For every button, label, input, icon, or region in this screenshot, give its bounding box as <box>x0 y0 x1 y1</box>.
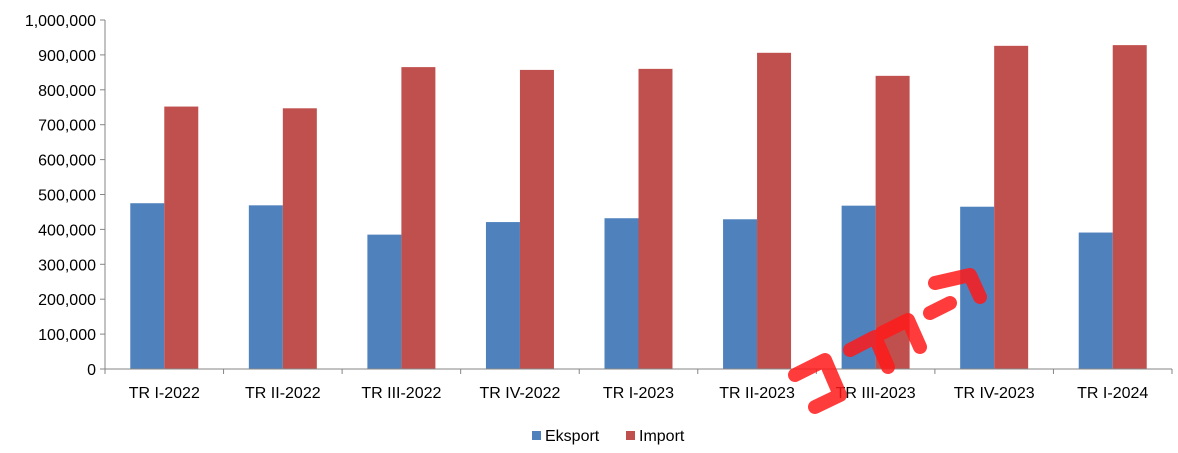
bar-eksport-7 <box>841 205 876 369</box>
y-tick-label: 0 <box>87 362 96 379</box>
y-tick-label: 700,000 <box>38 118 96 135</box>
y-tick-label: 800,000 <box>38 83 96 100</box>
bar-import-9 <box>1112 45 1147 370</box>
bar-eksport-1 <box>130 203 165 369</box>
bar-import-7 <box>875 75 910 369</box>
legend-label-import: Import <box>639 428 685 445</box>
y-tick-label: 200,000 <box>38 292 96 309</box>
bar-eksport-8 <box>960 206 995 369</box>
bar-eksport-2 <box>248 205 283 369</box>
bar-eksport-9 <box>1078 232 1113 369</box>
bar-import-2 <box>282 108 317 369</box>
y-tick-label: 900,000 <box>38 48 96 65</box>
x-tick-label: TR I-2023 <box>603 385 674 402</box>
y-tick-label: 300,000 <box>38 257 96 274</box>
x-tick-label: TR I-2022 <box>129 385 200 402</box>
bars <box>130 45 1147 370</box>
x-tick-label: TR II-2023 <box>719 385 795 402</box>
bar-eksport-3 <box>367 234 402 369</box>
x-tick-label: TR IV-2023 <box>954 385 1035 402</box>
y-tick-label: 600,000 <box>38 153 96 170</box>
y-axis: 0 100,000 200,000 300,000 400,000 500,000 600,… <box>25 13 106 379</box>
y-tick-label: 1,000,000 <box>25 13 96 30</box>
y-tick-label: 400,000 <box>38 222 96 239</box>
x-tick-label: TR III-2022 <box>361 385 441 402</box>
legend-swatch-eksport <box>532 431 541 440</box>
x-tick-label: TR IV-2022 <box>479 385 560 402</box>
bar-import-1 <box>164 106 199 369</box>
legend-swatch-import <box>626 431 635 440</box>
x-tick-label: TR II-2022 <box>245 385 321 402</box>
bar-import-3 <box>401 67 436 370</box>
legend-label-eksport: Eksport <box>545 428 600 445</box>
bar-eksport-5 <box>604 218 639 369</box>
y-tick-label: 100,000 <box>38 327 96 344</box>
bar-import-6 <box>757 52 792 369</box>
bar-import-5 <box>638 68 673 370</box>
x-tick-label: TR I-2024 <box>1077 385 1148 402</box>
y-tick-label: 500,000 <box>38 188 96 205</box>
x-axis: TR I-2022 TR II-2022 TR III-2022 TR IV-2022… <box>104 368 1173 402</box>
bar-eksport-6 <box>723 219 758 369</box>
x-tick-label: TR III-2023 <box>836 385 916 402</box>
bar-import-4 <box>519 69 554 370</box>
bar-eksport-4 <box>485 222 520 369</box>
bar-import-8 <box>994 45 1029 370</box>
legend: Eksport Import <box>532 428 685 445</box>
